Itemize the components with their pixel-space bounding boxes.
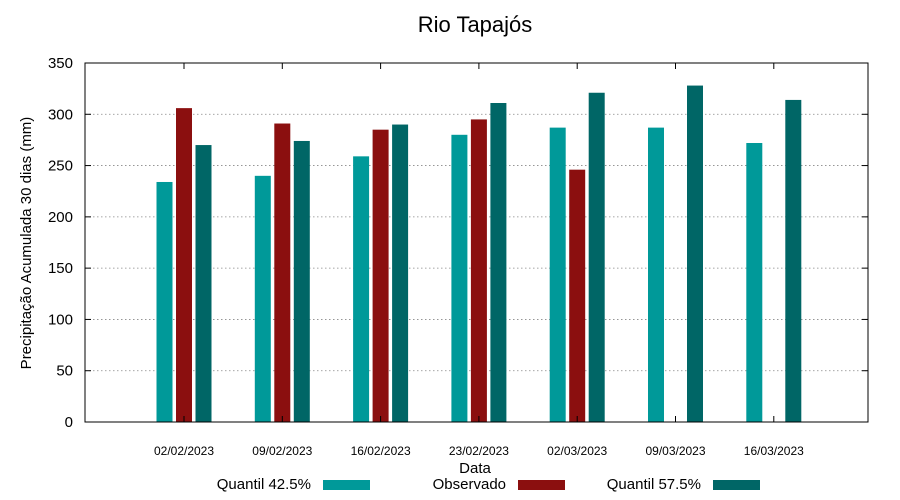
gridlines [85, 113, 868, 372]
legend: Quantil 42.5% Observado Quantil 57.5% [217, 476, 760, 493]
x-tick-label: 02/03/2023 [547, 444, 607, 458]
y-tick-label: 50 [56, 363, 73, 380]
legend-label: Quantil 42.5% [217, 476, 311, 493]
y-tick-label: 0 [65, 414, 73, 431]
y-tick-label: 100 [48, 311, 73, 328]
y-axis-label: Precipitação Acumulada 30 dias (mm) [18, 117, 35, 370]
legend-label: Quantil 57.5% [607, 476, 701, 493]
bar-observado-0 [176, 108, 192, 422]
bar-quantil-57-5-4 [588, 92, 605, 422]
bar-quantil-42-5-2 [353, 156, 370, 422]
bar-quantil-42-5-6 [746, 143, 763, 422]
bar-quantil-42-5-1 [254, 175, 271, 422]
legend-label: Observado [433, 476, 506, 493]
bar-observado-2 [372, 129, 389, 422]
bar-observado-1 [274, 123, 291, 422]
y-axis-ticks: 0 50 100 150 200 250 300 350 [48, 55, 868, 431]
legend-swatch [323, 480, 370, 490]
bar-observado-3 [470, 119, 487, 423]
x-tick-label: 09/03/2023 [645, 444, 705, 458]
bar-quantil-42-5-5 [648, 127, 664, 423]
y-tick-label: 350 [48, 55, 73, 72]
chart-title: Rio Tapajós [418, 12, 533, 37]
y-tick-label: 200 [48, 209, 73, 226]
bar-quantil-57-5-6 [785, 99, 802, 422]
x-tick-label: 09/02/2023 [252, 444, 312, 458]
bar-quantil-57-5-5 [687, 85, 703, 423]
y-tick-label: 300 [48, 106, 73, 123]
bar-quantil-57-5-1 [293, 140, 310, 422]
bar-quantil-42-5-4 [549, 127, 566, 423]
x-tick-label: 23/02/2023 [449, 444, 509, 458]
x-tick-label: 02/02/2023 [154, 444, 214, 458]
bars [156, 85, 802, 423]
y-tick-label: 250 [48, 158, 73, 175]
bar-quantil-57-5-2 [392, 124, 409, 423]
bar-quantil-42-5-3 [451, 134, 468, 423]
x-tick-label: 16/03/2023 [744, 444, 804, 458]
y-tick-label: 150 [48, 260, 73, 277]
bar-quantil-42-5-0 [156, 181, 173, 422]
x-tick-label: 16/02/2023 [351, 444, 411, 458]
legend-swatch [713, 480, 760, 490]
plot-frame [84, 62, 869, 423]
bar-observado-4 [569, 169, 586, 422]
bar-quantil-57-5-3 [490, 103, 507, 422]
x-axis-label: Data [459, 460, 491, 477]
x-axis-ticks: 02/02/2023 09/02/2023 16/02/2023 23/02/2023… [154, 63, 804, 458]
legend-swatch [518, 480, 565, 490]
bar-quantil-57-5-0 [195, 145, 212, 423]
